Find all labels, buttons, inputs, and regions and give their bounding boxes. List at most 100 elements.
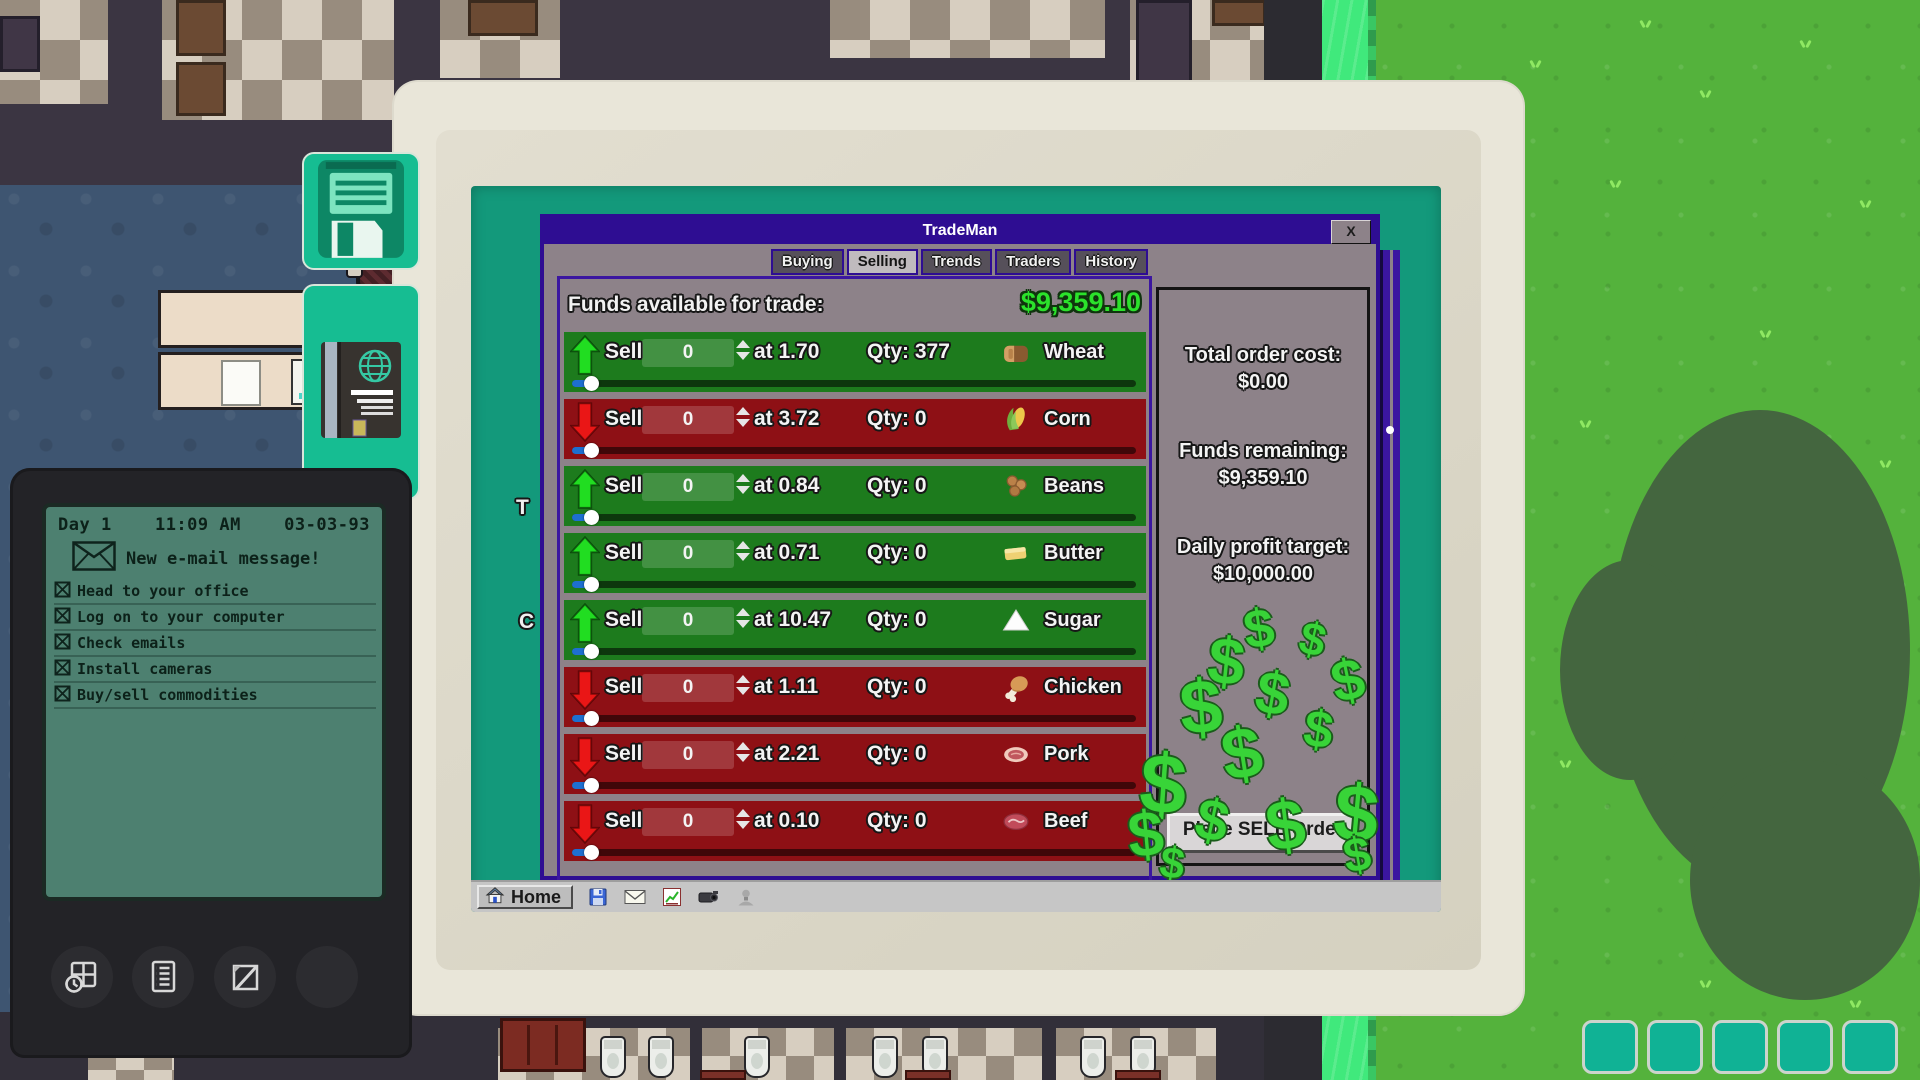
pda-task-label: Head to your office bbox=[77, 582, 249, 600]
commodity-row-chicken: Sell 0 at 1.11 Qty: 0 Chicken bbox=[564, 667, 1146, 727]
grass-sprout bbox=[1760, 330, 1772, 336]
floppy-disk-icon bbox=[318, 159, 404, 263]
hotbar-slot[interactable] bbox=[1647, 1020, 1703, 1074]
envelope-icon bbox=[72, 541, 116, 576]
pda-tasks-button[interactable] bbox=[132, 946, 194, 1008]
grass-sprout bbox=[1860, 200, 1872, 206]
hotbar-slot[interactable] bbox=[1842, 1020, 1898, 1074]
mail-icon[interactable] bbox=[623, 886, 647, 908]
pda-task-item: Buy/sell commodities bbox=[54, 683, 376, 709]
computer-screen: T C TradeMan X Buying Selling Trends Trader… bbox=[471, 186, 1441, 912]
commodity-name: Chicken bbox=[1044, 676, 1122, 698]
bread-icon bbox=[1001, 337, 1031, 367]
sugar-icon bbox=[1001, 605, 1031, 635]
grass-sprout bbox=[1800, 40, 1812, 46]
hotbar-slot[interactable] bbox=[1777, 1020, 1833, 1074]
amount-stepper[interactable] bbox=[736, 675, 750, 695]
quest-item-handbook[interactable] bbox=[302, 284, 420, 500]
home-button[interactable]: Home bbox=[477, 885, 574, 909]
background-window-edge bbox=[1380, 250, 1400, 895]
tab-buying[interactable]: Buying bbox=[770, 249, 844, 275]
camera-icon[interactable] bbox=[697, 886, 721, 908]
conference-table bbox=[176, 0, 226, 56]
hotbar-slot[interactable] bbox=[1582, 1020, 1638, 1074]
amount-input[interactable]: 0 bbox=[642, 607, 734, 635]
amount-input[interactable]: 0 bbox=[642, 741, 734, 769]
amount-input[interactable]: 0 bbox=[642, 406, 734, 434]
floppy-disk-icon[interactable] bbox=[587, 886, 609, 908]
trend-down-arrow-icon bbox=[569, 804, 601, 845]
trend-up-arrow-icon bbox=[569, 334, 601, 375]
amount-stepper[interactable] bbox=[736, 407, 750, 427]
window-titlebar[interactable]: TradeMan bbox=[544, 218, 1376, 244]
pda-notes-button[interactable] bbox=[214, 946, 276, 1008]
amount-slider[interactable] bbox=[572, 510, 1136, 525]
trend-up-arrow-icon bbox=[569, 535, 601, 576]
conference-table bbox=[468, 0, 538, 36]
toilet bbox=[1080, 1036, 1106, 1078]
qty-label: Qty: 0 bbox=[867, 675, 927, 698]
tab-selling[interactable]: Selling bbox=[846, 249, 918, 275]
pda-task-item: Install cameras bbox=[54, 657, 376, 683]
stall-door bbox=[1115, 1070, 1161, 1080]
tab-history[interactable]: History bbox=[1074, 249, 1148, 275]
pda-device: Day 1 11:09 AM 03-03-93 New e-mail messa… bbox=[10, 468, 412, 1058]
amount-slider[interactable] bbox=[572, 778, 1136, 793]
amount-input[interactable]: 0 bbox=[642, 674, 734, 702]
commodity-row-wheat: Sell 0 at 1.70 Qty: 377 Wheat bbox=[564, 332, 1146, 392]
user-icon[interactable] bbox=[735, 886, 757, 908]
amount-input[interactable]: 0 bbox=[642, 540, 734, 568]
commodity-row-beans: Sell 0 at 0.84 Qty: 0 Beans bbox=[564, 466, 1146, 526]
amount-slider[interactable] bbox=[572, 443, 1136, 458]
amount-input[interactable]: 0 bbox=[642, 339, 734, 367]
pda-time: 11:09 AM bbox=[154, 515, 241, 535]
grass-sprout bbox=[1640, 20, 1652, 26]
grass-sprout bbox=[1700, 90, 1712, 96]
place-sell-order-button[interactable]: Place SELL Order bbox=[1167, 813, 1359, 853]
pda-blank-button[interactable] bbox=[296, 946, 358, 1008]
pda-schedule-button[interactable] bbox=[51, 946, 113, 1008]
os-taskbar: Home bbox=[471, 880, 1441, 912]
grass-sprout bbox=[1580, 420, 1592, 426]
amount-input[interactable]: 0 bbox=[642, 473, 734, 501]
amount-slider[interactable] bbox=[572, 644, 1136, 659]
floor-room-d bbox=[830, 0, 1105, 58]
commodity-name: Beans bbox=[1044, 475, 1105, 497]
hotbar bbox=[1582, 1020, 1898, 1074]
amount-slider[interactable] bbox=[572, 711, 1136, 726]
amount-stepper[interactable] bbox=[736, 742, 750, 762]
checkbox-icon bbox=[54, 685, 71, 706]
stocks-icon[interactable] bbox=[661, 886, 683, 908]
pda-day: Day 1 bbox=[58, 515, 112, 535]
amount-stepper[interactable] bbox=[736, 541, 750, 561]
tree-shadow bbox=[1560, 560, 1700, 780]
qty-label: Qty: 377 bbox=[867, 340, 950, 363]
amount-stepper[interactable] bbox=[736, 608, 750, 628]
grass-sprout bbox=[1700, 980, 1712, 986]
quest-item-floppy[interactable] bbox=[302, 152, 420, 270]
toilet bbox=[744, 1036, 770, 1078]
tree-shadow bbox=[1690, 760, 1920, 1000]
amount-slider[interactable] bbox=[572, 376, 1136, 391]
commodity-row-butter: Sell 0 at 0.71 Qty: 0 Butter bbox=[564, 533, 1146, 593]
amount-input[interactable]: 0 bbox=[642, 808, 734, 836]
amount-stepper[interactable] bbox=[736, 474, 750, 494]
sell-label: Sell bbox=[605, 675, 643, 698]
checkbox-icon bbox=[54, 607, 71, 628]
commodity-name: Wheat bbox=[1044, 341, 1104, 363]
close-button[interactable]: X bbox=[1331, 220, 1371, 244]
amount-slider[interactable] bbox=[572, 577, 1136, 592]
commodity-name: Corn bbox=[1044, 408, 1091, 430]
red-cabinet bbox=[500, 1018, 586, 1072]
hotbar-slot[interactable] bbox=[1712, 1020, 1768, 1074]
pda-screen: Day 1 11:09 AM 03-03-93 New e-mail messa… bbox=[42, 503, 386, 901]
total-cost-label: Total order cost: bbox=[1184, 344, 1342, 366]
qty-label: Qty: 0 bbox=[867, 474, 927, 497]
pda-task-item: Check emails bbox=[54, 631, 376, 657]
tab-traders[interactable]: Traders bbox=[995, 249, 1072, 275]
amount-stepper[interactable] bbox=[736, 809, 750, 829]
amount-stepper[interactable] bbox=[736, 340, 750, 360]
grass-sprout bbox=[1880, 460, 1892, 466]
tab-trends[interactable]: Trends bbox=[920, 249, 993, 275]
amount-slider[interactable] bbox=[572, 845, 1136, 860]
